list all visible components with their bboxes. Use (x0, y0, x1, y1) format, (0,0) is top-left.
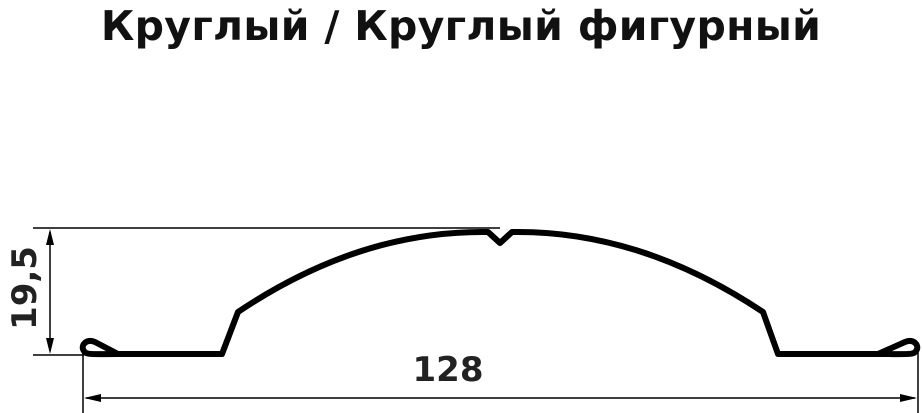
width-arrow-right (900, 394, 917, 402)
width-arrow-left (84, 394, 101, 402)
diagram-title: Круглый / Круглый фигурный (100, 2, 822, 50)
height-dimension-label: 19,5 (5, 246, 45, 330)
profile-outline (79, 228, 921, 358)
height-arrow-top (46, 229, 54, 245)
width-dimension-label: 128 (412, 350, 484, 390)
height-arrow-bottom (46, 338, 54, 354)
